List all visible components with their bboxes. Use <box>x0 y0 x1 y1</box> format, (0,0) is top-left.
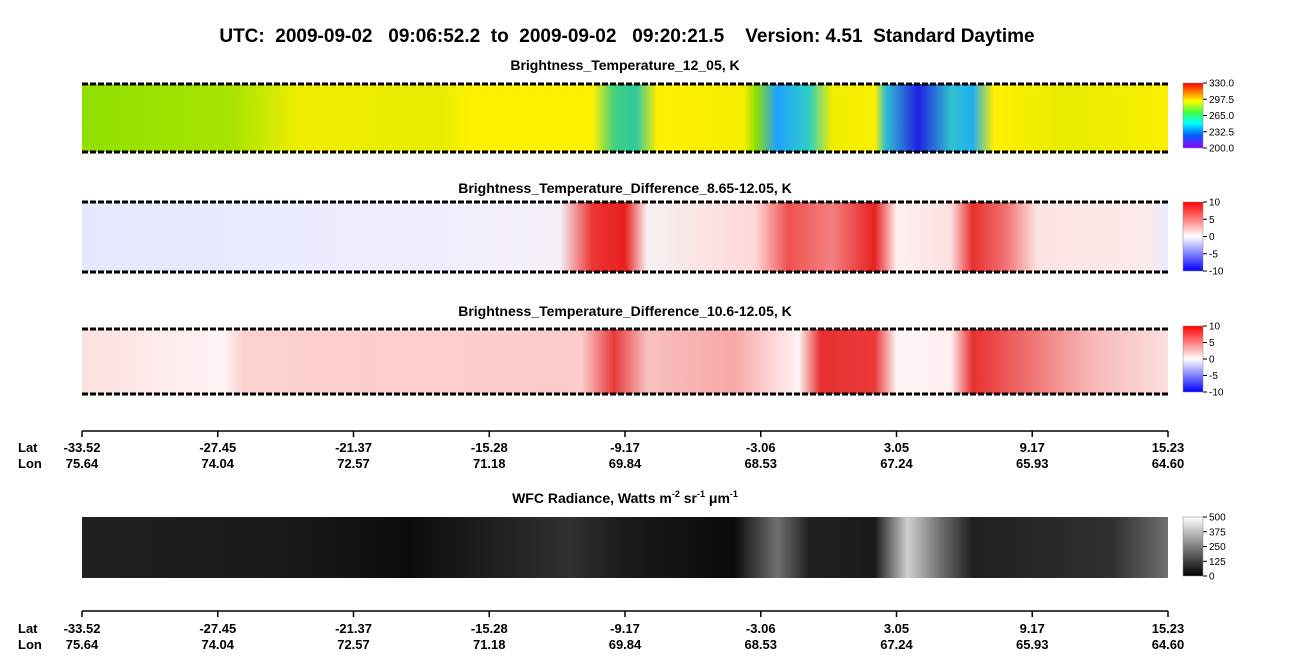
lon-label: Lon <box>18 456 42 471</box>
lat-tick-label: -27.45 <box>199 621 236 636</box>
lat-tick-label: -27.45 <box>199 440 236 455</box>
panel-title: Brightness_Temperature_Difference_10.6-1… <box>458 303 792 319</box>
lat-tick-label: -15.28 <box>471 440 508 455</box>
lon-tick-label: 69.84 <box>609 456 642 471</box>
colorbar-tick-label: 10 <box>1209 198 1221 209</box>
title-text: sr <box>680 490 698 506</box>
title-superscript: -1 <box>697 489 705 499</box>
lon-tick-label: 74.04 <box>201 456 234 471</box>
lat-tick-label: -33.52 <box>64 621 101 636</box>
lat-tick-label: -3.06 <box>746 440 776 455</box>
title-superscript: -1 <box>730 489 738 499</box>
panel-title: Brightness_Temperature_Difference_8.65-1… <box>458 180 792 196</box>
colorbar-tick-label: 250 <box>1209 542 1226 553</box>
title-text: WFC Radiance, Watts m <box>512 490 672 506</box>
lat-tick-label: 15.23 <box>1152 621 1185 636</box>
lat-tick-label: -9.17 <box>610 621 640 636</box>
lon-tick-label: 71.18 <box>473 456 506 471</box>
lon-tick-label: 65.93 <box>1016 456 1049 471</box>
lat-tick-label: 9.17 <box>1020 440 1045 455</box>
lat-tick-label: 3.05 <box>884 440 909 455</box>
colorbar-tick-label: 0 <box>1209 232 1215 243</box>
colorbar-tick-label: 0 <box>1209 572 1215 583</box>
figure-title: UTC: 2009-09-02 09:06:52.2 to 2009-09-02… <box>219 26 1034 47</box>
lat-label: Lat <box>18 440 38 455</box>
panel-title: WFC Radiance, Watts m-2 sr-1 μm-1 <box>512 489 738 506</box>
colorbar-tick-label: 500 <box>1209 513 1226 524</box>
colorbar-tick-label: -10 <box>1209 388 1224 399</box>
colorbar <box>1182 516 1204 577</box>
lon-tick-label: 64.60 <box>1152 637 1185 652</box>
lon-tick-label: 72.57 <box>337 637 370 652</box>
image <box>82 202 1168 272</box>
colorbar-tick-label: 265.0 <box>1209 111 1234 122</box>
lat-tick-label: -9.17 <box>610 440 640 455</box>
lon-tick-label: 75.64 <box>66 456 99 471</box>
lon-tick-label: 68.53 <box>744 456 777 471</box>
lon-tick-label: 67.24 <box>880 456 913 471</box>
lat-tick-label: -15.28 <box>471 621 508 636</box>
lon-tick-label: 67.24 <box>880 637 913 652</box>
image <box>82 517 1168 578</box>
lon-tick-label: 65.93 <box>1016 637 1049 652</box>
colorbar-tick-label: -5 <box>1209 249 1218 260</box>
lat-tick-label: -21.37 <box>335 440 372 455</box>
title-superscript: -2 <box>672 489 680 499</box>
lat-tick-label: 15.23 <box>1152 440 1185 455</box>
colorbar-tick-label: 125 <box>1209 557 1226 568</box>
colorbar <box>1182 201 1204 272</box>
lon-tick-label: 72.57 <box>337 456 370 471</box>
lon-tick-label: 68.53 <box>744 637 777 652</box>
title-text: Brightness_Temperature_12_05, K <box>510 57 739 73</box>
panel-title: Brightness_Temperature_12_05, K <box>510 57 739 73</box>
colorbar-tick-label: 330.0 <box>1209 79 1234 90</box>
colorbar-tick-label: 5 <box>1209 215 1215 226</box>
lon-tick-label: 74.04 <box>201 637 234 652</box>
lat-label: Lat <box>18 621 38 636</box>
lon-tick-label: 71.18 <box>473 637 506 652</box>
title-text: Brightness_Temperature_Difference_8.65-1… <box>458 180 792 196</box>
lat-tick-label: 3.05 <box>884 621 909 636</box>
colorbar-tick-label: 232.5 <box>1209 127 1234 138</box>
lat-tick-label: -21.37 <box>335 621 372 636</box>
title-text: Brightness_Temperature_Difference_10.6-1… <box>458 303 792 319</box>
colorbar-tick-label: 5 <box>1209 338 1215 349</box>
colorbar-tick-label: 200.0 <box>1209 144 1234 155</box>
colorbar <box>1182 82 1204 149</box>
colorbar-tick-label: 0 <box>1209 355 1215 366</box>
colorbar-tick-label: -5 <box>1209 371 1218 382</box>
lon-label: Lon <box>18 637 42 652</box>
image <box>82 84 1168 152</box>
lat-tick-label: -33.52 <box>64 440 101 455</box>
colorbar-tick-label: 375 <box>1209 527 1226 538</box>
title-text: μm <box>705 490 730 506</box>
image <box>82 329 1168 394</box>
lon-tick-label: 64.60 <box>1152 456 1185 471</box>
lon-tick-label: 75.64 <box>66 637 99 652</box>
lat-tick-label: 9.17 <box>1020 621 1045 636</box>
colorbar-tick-label: -10 <box>1209 267 1224 278</box>
colorbar <box>1182 325 1204 393</box>
lat-tick-label: -3.06 <box>746 621 776 636</box>
colorbar-tick-label: 10 <box>1209 322 1221 333</box>
lon-tick-label: 69.84 <box>609 637 642 652</box>
colorbar-tick-label: 297.5 <box>1209 95 1234 106</box>
